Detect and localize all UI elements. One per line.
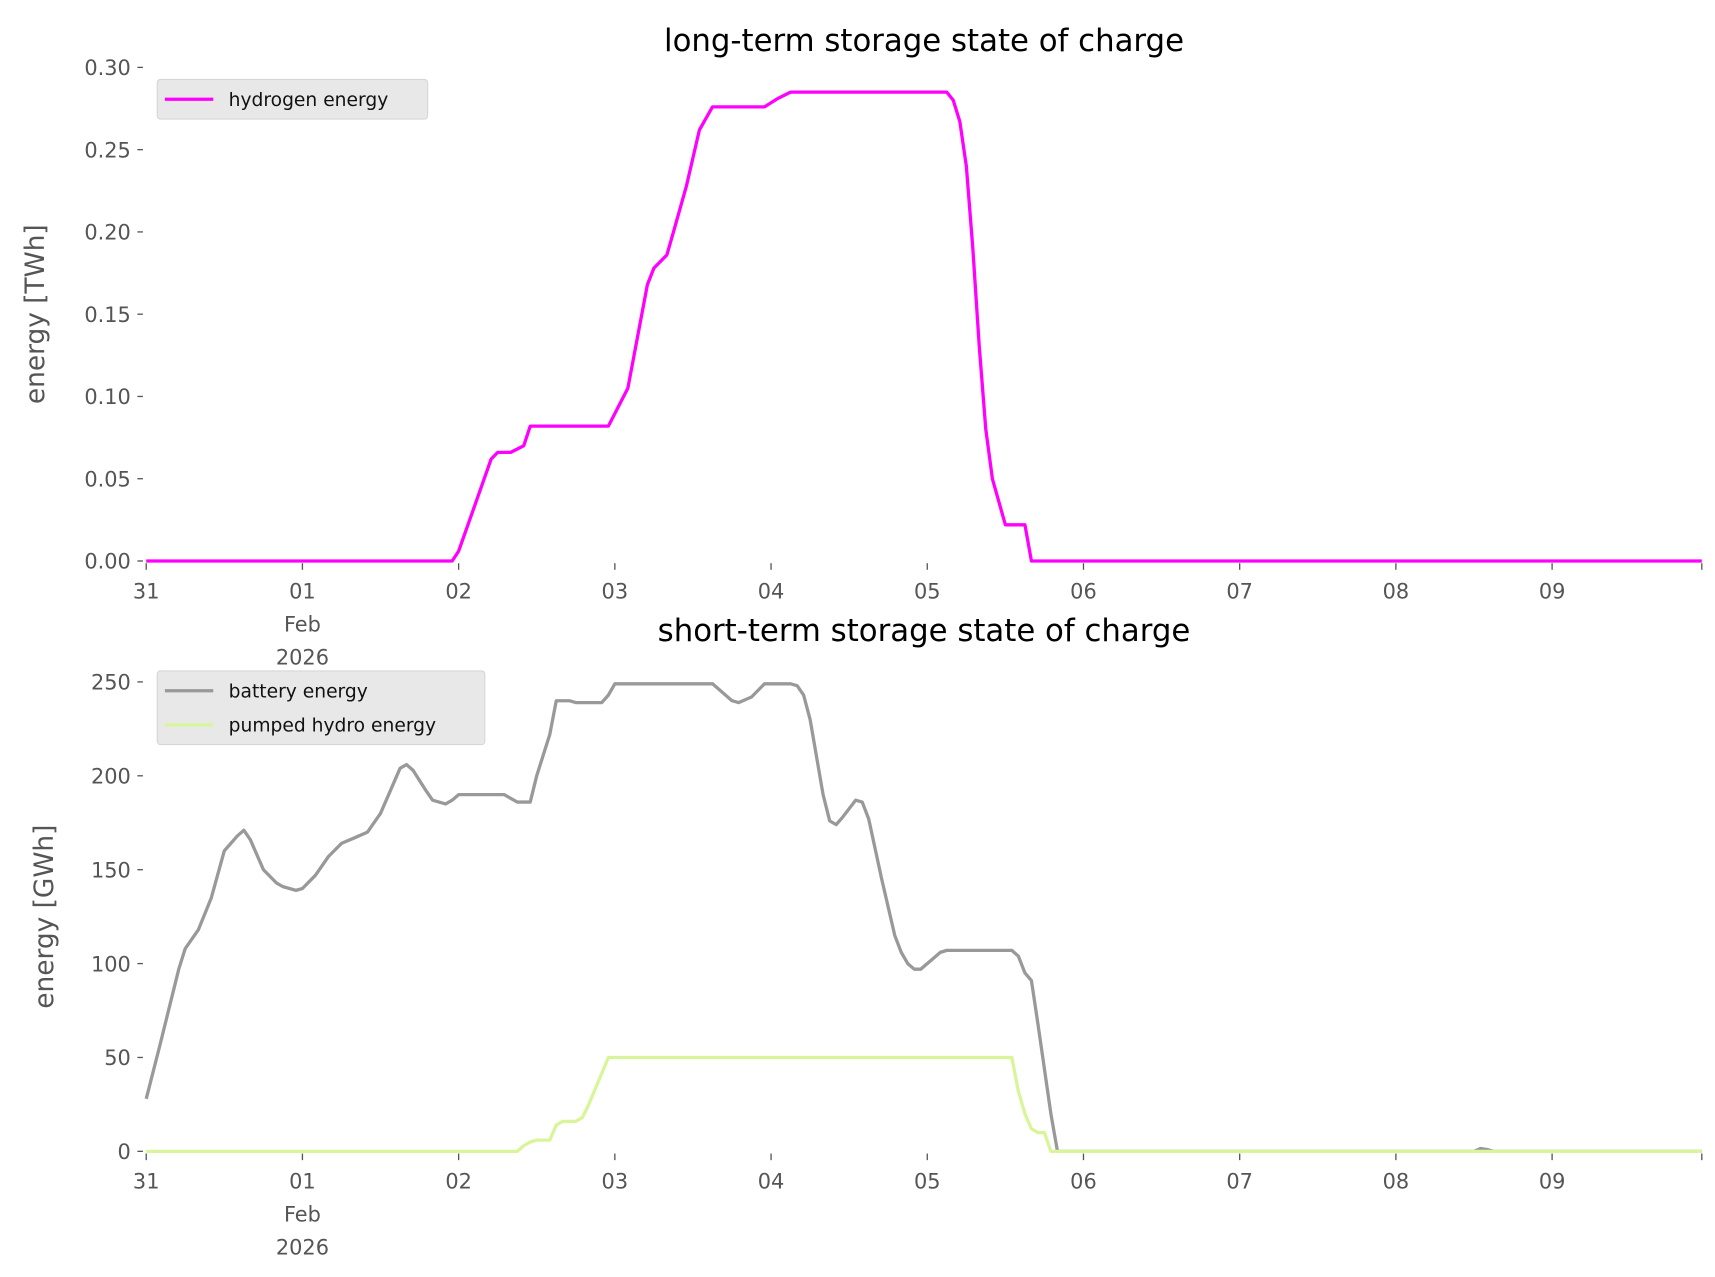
y-tick-label: 0.00 [84,550,130,574]
y-tick-label: 250 [91,671,131,695]
x-tick-label: 03 [602,579,629,603]
x-tick-label: 02 [445,1170,472,1194]
series-line-pumped-hydro-energy [146,1055,1702,1154]
series-line-battery-energy [144,682,1702,1154]
x-tick-label: 07 [1226,579,1253,603]
x-tick-label-line: 31 [133,1170,160,1194]
x-tick-label: 08 [1383,579,1410,603]
y-axis-label: energy [TWh] [21,224,51,404]
x-tick-label-line: 07 [1226,579,1253,603]
y-tick-label: 0.20 [84,221,130,245]
x-tick-label-line: 05 [914,1170,941,1194]
x-tick-label: 31 [133,579,160,603]
x-tick-label-line: 02 [445,1170,472,1194]
x-tick-label-line: Feb [284,1203,321,1227]
y-tick-label: 0.15 [84,303,130,327]
x-tick-label-line: 05 [914,579,941,603]
y-tick-label: 0.25 [84,138,130,162]
y-tick-label: 200 [91,765,131,789]
x-tick-label: 04 [758,579,785,603]
x-tick-label-line: 2026 [276,645,329,669]
x-tick-label-line: 01 [289,1170,316,1194]
y-tick-label: 0.10 [84,385,130,409]
x-tick-label: 01 Feb 2026 [276,1170,329,1260]
x-tick-label: 31 [133,1170,160,1194]
legend-label: pumped hydro energy [229,715,436,736]
chart-title: long-term storage state of charge [664,23,1184,59]
chart-title: short-term storage state of charge [658,613,1191,649]
y-tick-label: 100 [91,952,131,976]
x-tick-label-line: 09 [1539,1170,1566,1194]
x-tick-label-line: 2026 [276,1236,329,1260]
x-tick-label: 08 [1383,1170,1410,1194]
x-tick-label-line: 04 [758,1170,785,1194]
x-tick-label-line: 06 [1070,1170,1097,1194]
x-tick-label: 05 [914,1170,941,1194]
x-tick-label: 05 [914,579,941,603]
y-tick-label: 0 [118,1140,131,1164]
x-tick-label: 09 [1539,579,1566,603]
x-tick-label-line: Feb [284,612,321,636]
x-tick-label-line: 31 [133,579,160,603]
x-tick-label-line: 09 [1539,579,1566,603]
x-tick-label-line: 01 [289,579,316,603]
series-line-hydrogen-energy [146,90,1702,563]
x-tick-label-line: 06 [1070,579,1097,603]
legend: battery energy pumped hydro energy [156,670,486,746]
legend: hydrogen energy [156,78,429,120]
legend-label: hydrogen energy [229,90,389,111]
x-tick-label-line: 04 [758,579,785,603]
x-tick-label: 04 [758,1170,785,1194]
short-term-chart: short-term storage state of charge energy… [30,613,1703,1260]
x-tick-label-line: 08 [1383,579,1410,603]
x-tick-label: 02 [445,579,472,603]
x-tick-label: 09 [1539,1170,1566,1194]
legend-box [156,670,486,746]
y-tick-label: 50 [104,1046,131,1070]
x-tick-label: 03 [602,1170,629,1194]
x-tick-label: 06 [1070,579,1097,603]
legend-label: battery energy [229,681,368,702]
x-tick-label-line: 03 [602,1170,629,1194]
y-tick-label: 150 [91,858,131,882]
x-tick-label-line: 03 [602,579,629,603]
x-tick-label: 01 Feb 2026 [276,579,329,669]
y-axis-label: energy [GWh] [30,825,60,1009]
y-tick-label: 0.05 [84,467,130,491]
x-tick-label-line: 02 [445,579,472,603]
x-tick-label: 07 [1226,1170,1253,1194]
x-tick-label-line: 07 [1226,1170,1253,1194]
legend-box [156,78,429,120]
x-tick-label-line: 08 [1383,1170,1410,1194]
x-tick-label: 06 [1070,1170,1097,1194]
y-tick-label: 0.30 [84,56,130,80]
long-term-chart: long-term storage state of charge energy … [21,23,1703,669]
